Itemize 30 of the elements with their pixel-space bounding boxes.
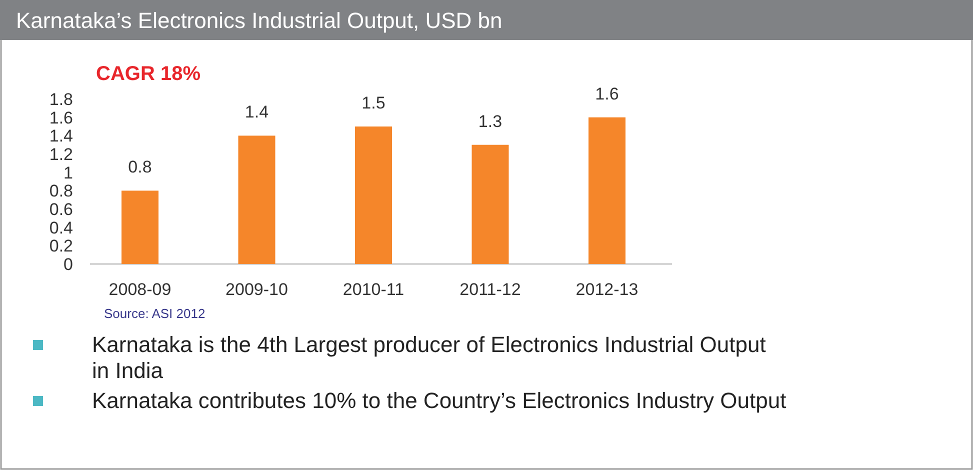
data-label: 1.5: [362, 94, 386, 112]
bar: [472, 144, 509, 264]
source-note: Source: ASI 2012: [104, 306, 206, 321]
text: Karnataka contributes 10% to the Country’s Electronics Industry Output: [92, 388, 786, 413]
y-tick-label: 1.4: [49, 126, 73, 146]
y-tick-label: 1.6: [49, 108, 73, 128]
data-label: 1.3: [478, 112, 502, 131]
data-label: 1.6: [595, 84, 619, 104]
bar: [238, 136, 276, 264]
y-tick-label: 1.2: [49, 145, 73, 164]
x-tick-label: 2012-13: [576, 280, 638, 299]
text: Karnataka is the 4th Largest producer of Electronics Industrial Output in India: [92, 332, 766, 383]
bar: [355, 126, 392, 264]
x-tick-label: 2011-12: [460, 280, 521, 299]
y-tick-label: 1: [64, 163, 73, 182]
y-tick-label: 0.4: [49, 218, 73, 238]
y-tick-label: 0.8: [49, 182, 73, 201]
y-tick-label: 0: [64, 255, 73, 274]
data-label: 1.4: [244, 102, 269, 122]
y-tick-label: 1.8: [49, 90, 73, 109]
y-tick-label: 0.2: [49, 236, 73, 256]
text: CAGR 18%: [96, 63, 201, 85]
x-tick-label: 2008-09: [108, 280, 172, 299]
data-label: 0.8: [128, 158, 152, 177]
bar: [122, 190, 158, 264]
x-tick-label: 2009-10: [226, 280, 288, 299]
chart-title: Karnataka’s Electronics Industrial Output, USD bn: [16, 8, 502, 33]
y-tick-label: 0.6: [49, 200, 73, 219]
bar: [588, 117, 626, 264]
x-tick-label: 2010-11: [342, 280, 404, 299]
